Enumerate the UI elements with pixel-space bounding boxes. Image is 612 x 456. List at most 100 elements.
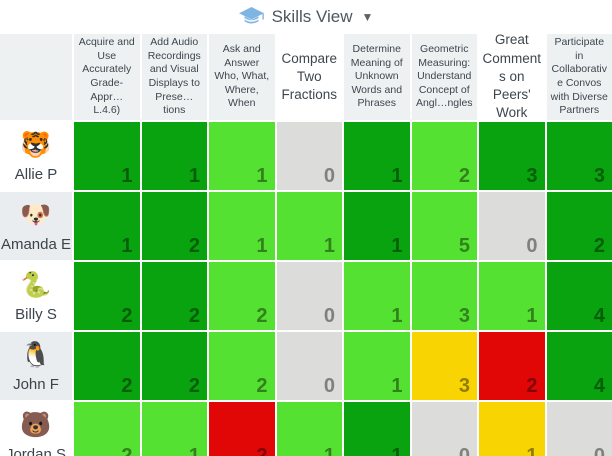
score-cell[interactable]: 1: [344, 262, 410, 330]
score-cell[interactable]: 0: [546, 402, 612, 456]
skill-column-label: Great Comments on Peers' Work: [482, 34, 541, 120]
student-name: Allie P: [14, 166, 58, 184]
score-value: 2: [188, 235, 200, 257]
skill-column-label: Compare Two Fractions: [281, 50, 338, 103]
view-switcher-dropdown[interactable]: Skills View ▼: [0, 0, 612, 34]
corner-cell: [0, 34, 72, 120]
score-cell[interactable]: 2: [74, 262, 140, 330]
view-title: Skills View: [271, 7, 353, 26]
score-cell[interactable]: 4: [546, 332, 612, 400]
score-cell[interactable]: 0: [276, 122, 342, 190]
score-cell[interactable]: 1: [276, 402, 342, 456]
score-value: 2: [188, 375, 200, 397]
student-cell[interactable]: 🐻 Jordan S: [0, 402, 72, 456]
skill-column-header[interactable]: Acquire and Use Accurately Grade-Appr…L.…: [74, 34, 140, 120]
score-cell[interactable]: 2: [141, 332, 207, 400]
student-name: Amanda E: [0, 236, 72, 254]
score-value: 1: [323, 235, 335, 257]
score-value: 1: [323, 445, 335, 456]
student-cell[interactable]: 🐯 Allie P: [0, 122, 72, 190]
skill-column-header[interactable]: Ask and Answer Who, What, Where, When: [209, 34, 275, 120]
score-cell[interactable]: 2: [141, 192, 207, 260]
score-cell[interactable]: 1: [74, 192, 140, 260]
score-cell[interactable]: 0: [276, 332, 342, 400]
score-cell[interactable]: 0: [479, 192, 545, 260]
score-cell[interactable]: 1: [141, 122, 207, 190]
score-value: 2: [256, 445, 268, 456]
skill-column-header[interactable]: Determine Meaning of Unknown Words and P…: [344, 34, 410, 120]
score-cell[interactable]: 1: [344, 122, 410, 190]
score-cell[interactable]: 2: [74, 332, 140, 400]
score-cell[interactable]: 1: [344, 192, 410, 260]
student-cell[interactable]: 🐶 Amanda E: [0, 192, 72, 260]
skill-column-header[interactable]: Participate in Collaborative Convos with…: [546, 34, 612, 120]
penguin-emoji: 🐧: [20, 340, 52, 369]
score-cell[interactable]: 3: [546, 122, 612, 190]
score-value: 1: [391, 235, 403, 257]
score-value: 1: [526, 445, 538, 456]
tiger-emoji: 🐯: [20, 130, 52, 159]
skill-column-header[interactable]: Geometric Measuring: Understand Concept …: [411, 34, 477, 120]
score-cell[interactable]: 1: [344, 332, 410, 400]
dog-emoji: 🐶: [20, 200, 52, 229]
student-cell[interactable]: 🐍 Billy S: [0, 262, 72, 330]
score-cell[interactable]: 1: [209, 192, 275, 260]
dropdown-caret-icon: ▼: [361, 10, 374, 24]
score-cell[interactable]: 2: [74, 402, 140, 456]
score-cell[interactable]: 3: [411, 262, 477, 330]
student-name: Billy S: [15, 306, 57, 324]
score-value: 1: [256, 165, 268, 187]
score-value: 2: [256, 305, 268, 327]
score-value: 5: [458, 235, 470, 257]
bear-emoji: 🐻: [20, 410, 52, 439]
score-value: 0: [593, 445, 605, 456]
score-value: 0: [323, 305, 335, 327]
student-name: John F: [13, 376, 59, 394]
score-value: 1: [526, 305, 538, 327]
score-value: 3: [526, 165, 538, 187]
score-cell[interactable]: 0: [276, 262, 342, 330]
score-cell[interactable]: 2: [209, 332, 275, 400]
score-value: 0: [458, 445, 470, 456]
skill-column-label: Ask and Answer Who, What, Where, When: [214, 42, 270, 110]
score-cell[interactable]: 1: [276, 192, 342, 260]
score-cell[interactable]: 2: [209, 262, 275, 330]
score-value: 1: [121, 235, 133, 257]
score-value: 2: [593, 235, 605, 257]
score-cell[interactable]: 1: [74, 122, 140, 190]
score-value: 3: [458, 375, 470, 397]
score-cell[interactable]: 2: [141, 262, 207, 330]
score-value: 2: [121, 445, 133, 456]
score-cell[interactable]: 1: [344, 402, 410, 456]
score-cell[interactable]: 2: [479, 332, 545, 400]
score-value: 2: [121, 305, 133, 327]
skill-column-header[interactable]: Compare Two Fractions: [276, 34, 342, 120]
score-value: 2: [121, 375, 133, 397]
score-cell[interactable]: 5: [411, 192, 477, 260]
score-value: 2: [526, 375, 538, 397]
score-cell[interactable]: 1: [479, 262, 545, 330]
score-cell[interactable]: 3: [479, 122, 545, 190]
skill-column-header[interactable]: Add Audio Recordings and Visual Displays…: [141, 34, 207, 120]
score-value: 2: [256, 375, 268, 397]
student-cell[interactable]: 🐧 John F: [0, 332, 72, 400]
score-cell[interactable]: 2: [209, 402, 275, 456]
score-cell[interactable]: 2: [411, 122, 477, 190]
score-value: 1: [391, 165, 403, 187]
skill-column-header[interactable]: Great Comments on Peers' Work: [479, 34, 545, 120]
skill-column-label: Participate in Collaborative Convos with…: [550, 36, 608, 117]
skill-column-label: Determine Meaning of Unknown Words and P…: [350, 42, 403, 110]
score-cell[interactable]: 4: [546, 262, 612, 330]
score-cell[interactable]: 1: [479, 402, 545, 456]
score-cell[interactable]: 3: [411, 332, 477, 400]
score-value: 0: [323, 165, 335, 187]
score-cell[interactable]: 2: [546, 192, 612, 260]
score-value: 0: [526, 235, 538, 257]
score-cell[interactable]: 0: [411, 402, 477, 456]
score-cell[interactable]: 1: [141, 402, 207, 456]
score-cell[interactable]: 1: [209, 122, 275, 190]
score-value: 4: [593, 305, 605, 327]
graduation-cap-icon: [238, 7, 264, 27]
score-value: 1: [256, 235, 268, 257]
skill-column-label: Geometric Measuring: Understand Concept …: [415, 42, 473, 110]
